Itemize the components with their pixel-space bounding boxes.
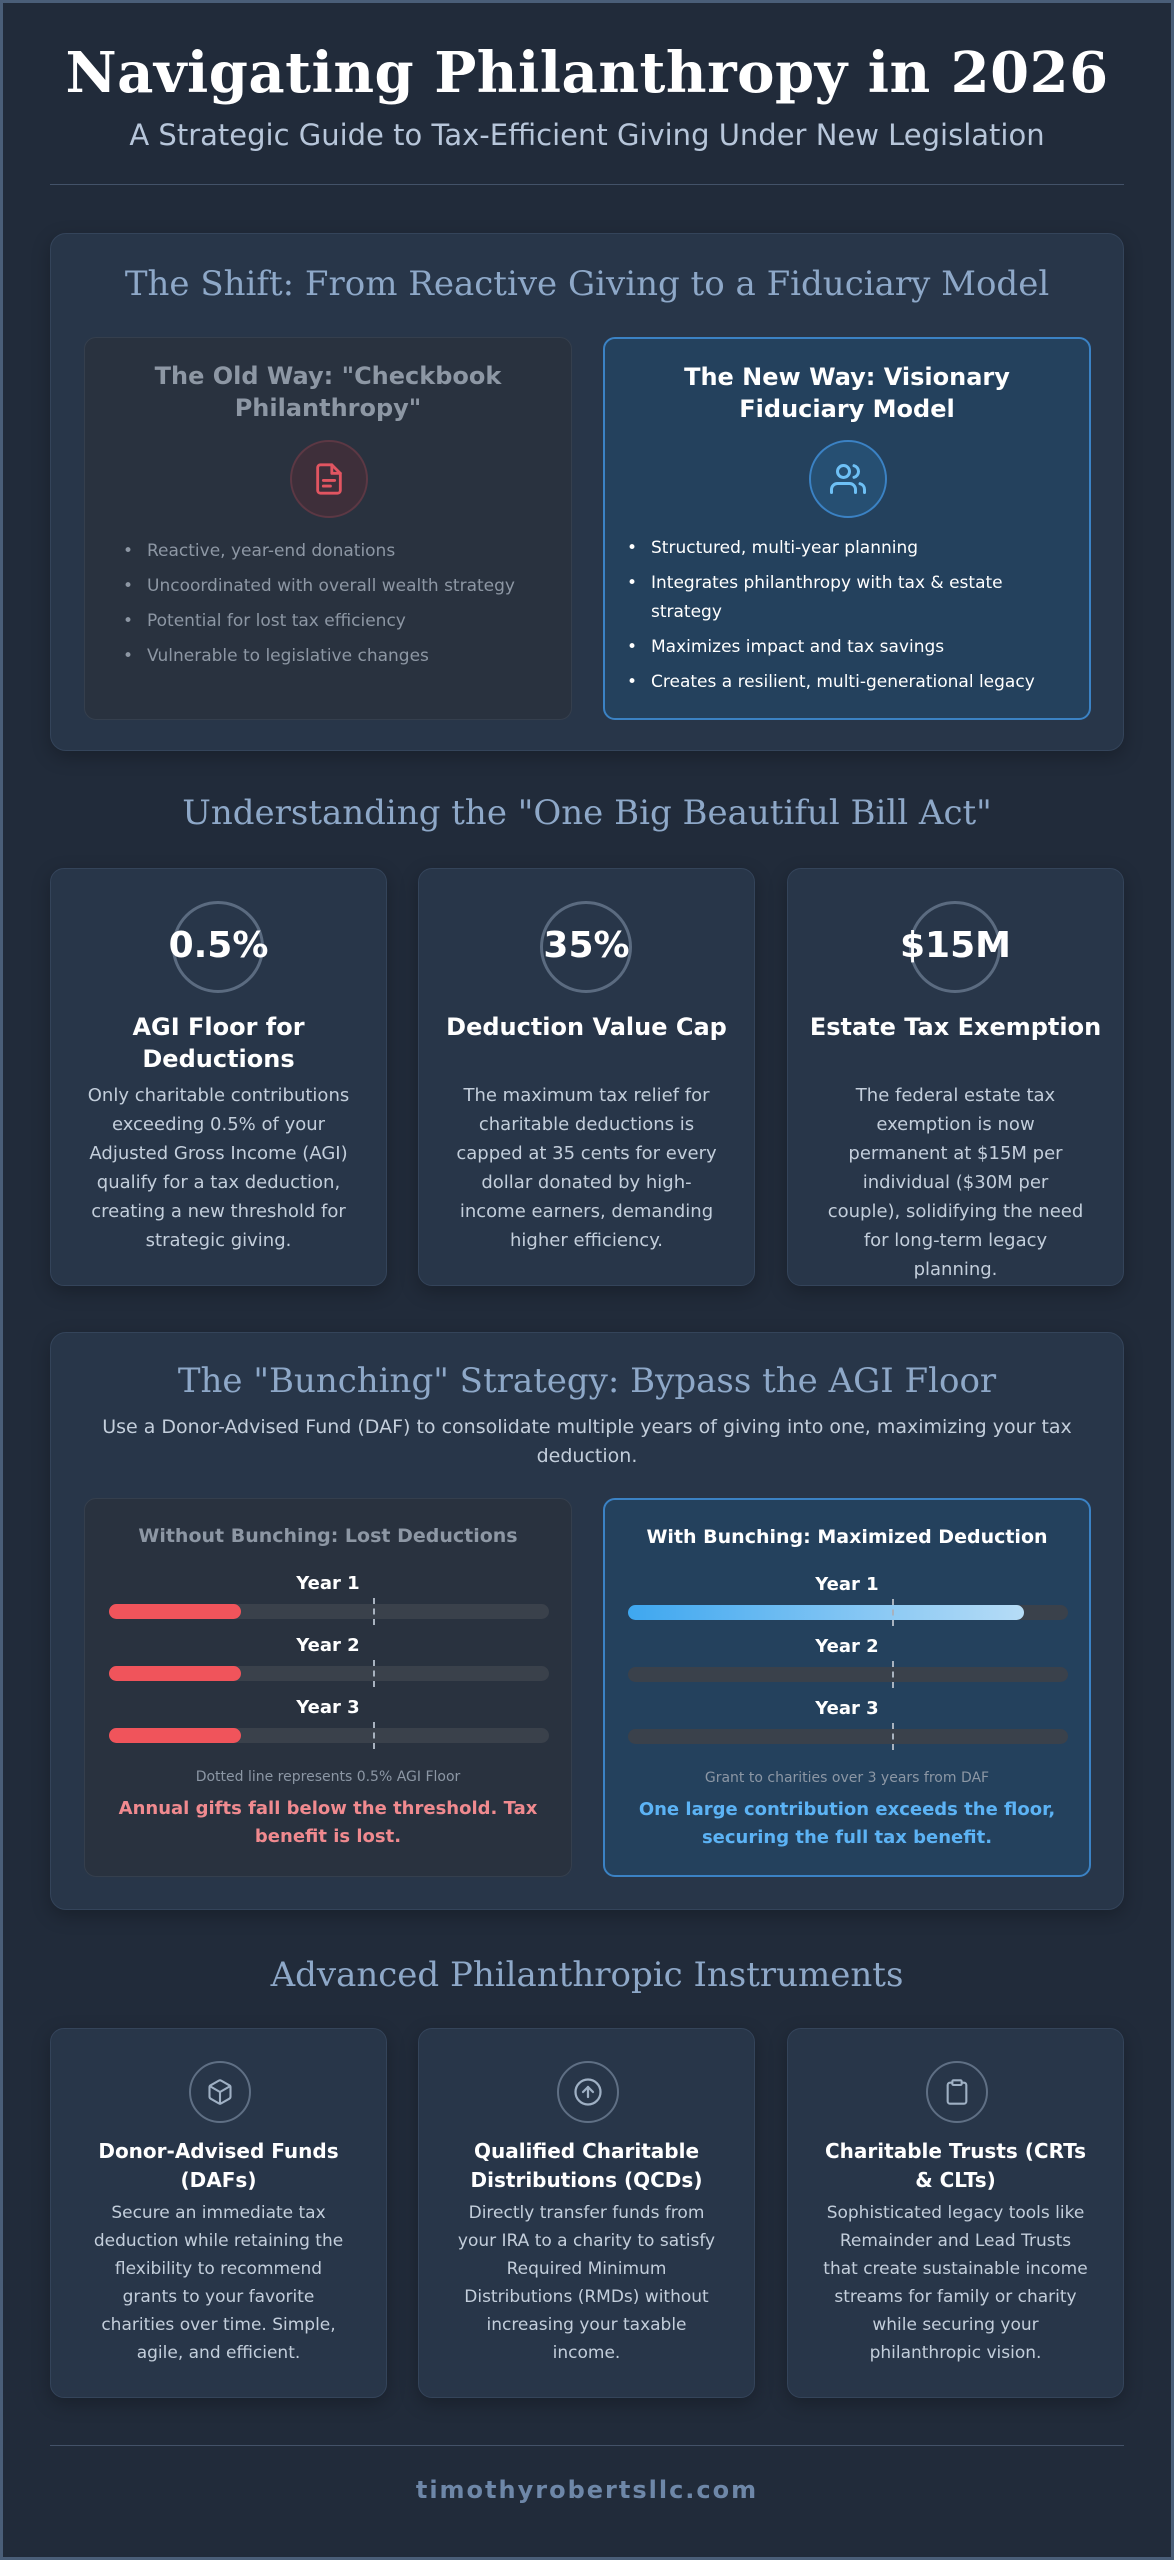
without-bunching-heading: Without Bunching: Lost Deductions	[138, 1525, 518, 1547]
year-label: Year 1	[296, 1573, 360, 1594]
arrow-up-circle-icon	[557, 2061, 619, 2123]
instrument-heading: Charitable Trusts (CRTs & CLTs)	[825, 2139, 1086, 2192]
stat-value: 0.5%	[168, 925, 269, 966]
list-item: Uncoordinated with overall wealth strate…	[123, 569, 551, 604]
bunching-subtitle: Use a Donor-Advised Fund (DAF) to consol…	[102, 1416, 1072, 1467]
instrument-description: Secure an immediate tax deduction while …	[93, 2203, 344, 2363]
with-bunching-card: With Bunching: Maximized Deduction Year …	[603, 1498, 1091, 1877]
list-item: Vulnerable to legislative changes	[123, 639, 551, 674]
users-icon	[809, 440, 887, 518]
page-header: Navigating Philanthropy in 2026 A Strate…	[0, 40, 1174, 152]
instrument-description: Sophisticated legacy tools like Remainde…	[823, 2203, 1088, 2363]
without-bunching-card: Without Bunching: Lost Deductions Year 1…	[84, 1498, 572, 1877]
instrument-heading: Donor-Advised Funds (DAFs)	[98, 2139, 339, 2192]
stat-description: The federal estate tax exemption is now …	[827, 1085, 1084, 1280]
instrument-heading: Qualified Charitable Distributions (QCDs…	[470, 2139, 703, 2192]
instrument-card-qcd: Qualified Charitable Distributions (QCDs…	[418, 2028, 755, 2398]
year-3-bar	[109, 1722, 549, 1749]
year-2-fill	[109, 1666, 241, 1681]
footer-divider	[50, 2445, 1124, 2446]
stat-ring	[909, 901, 1001, 993]
stat-heading: Deduction Value Cap	[446, 1013, 727, 1041]
list-item: Potential for lost tax efficiency	[123, 604, 551, 639]
instrument-description: Directly transfer funds from your IRA to…	[457, 2203, 716, 2363]
with-bunching-heading: With Bunching: Maximized Deduction	[646, 1526, 1048, 1548]
year-3-bar	[628, 1723, 1068, 1750]
year-label: Year 3	[296, 1697, 360, 1718]
instrument-card-trusts: Charitable Trusts (CRTs & CLTs) Sophisti…	[787, 2028, 1124, 2398]
stat-description: The maximum tax relief for charitable de…	[456, 1085, 717, 1251]
footer-link[interactable]: timothyrobertsllc.com	[415, 2476, 759, 2504]
stat-card-estate-exemption: $15M Estate Tax Exemption The federal es…	[787, 868, 1124, 1286]
agi-floor-marker	[892, 1723, 894, 1750]
list-item: Creates a resilient, multi-generational …	[627, 668, 1061, 697]
year-1-bar	[109, 1598, 549, 1625]
stat-ring	[172, 901, 264, 993]
year-2-bar	[628, 1661, 1068, 1688]
shift-panel: The Shift: From Reactive Giving to a Fid…	[50, 233, 1124, 751]
agi-floor-marker	[892, 1661, 894, 1688]
new-way-list: Structured, multi-year planning Integrat…	[627, 534, 1061, 697]
stat-value: $15M	[900, 925, 1011, 966]
agi-floor-marker	[373, 1660, 375, 1687]
old-way-list: Reactive, year-end donations Uncoordinat…	[123, 534, 551, 674]
year-label: Year 3	[815, 1698, 879, 1719]
instruments-title: Advanced Philanthropic Instruments	[270, 1955, 904, 1995]
list-item: Maximizes impact and tax savings	[627, 633, 1061, 662]
stat-value: 35%	[543, 925, 630, 966]
stat-ring	[540, 901, 632, 993]
stat-card-deduction-cap: 35% Deduction Value Cap The maximum tax …	[418, 868, 755, 1286]
agi-floor-marker	[373, 1722, 375, 1749]
without-bunching-conclusion: Annual gifts fall below the threshold. T…	[118, 1798, 538, 1847]
new-way-card: The New Way: Visionary Fiduciary Model S…	[603, 337, 1091, 720]
old-way-heading: The Old Way: "Checkbook Philanthropy"	[154, 362, 502, 422]
document-icon	[290, 440, 368, 518]
list-item: Structured, multi-year planning	[627, 534, 1061, 563]
agi-floor-marker	[892, 1599, 894, 1626]
page-title: Navigating Philanthropy in 2026	[65, 40, 1109, 106]
instrument-card-daf: Donor-Advised Funds (DAFs) Secure an imm…	[50, 2028, 387, 2398]
old-way-card: The Old Way: "Checkbook Philanthropy" Re…	[84, 337, 572, 720]
year-2-bar	[109, 1660, 549, 1687]
year-3-fill	[109, 1728, 241, 1743]
list-item: Reactive, year-end donations	[123, 534, 551, 569]
year-1-fill	[109, 1604, 241, 1619]
year-1-fill	[628, 1605, 1024, 1620]
shift-title: The Shift: From Reactive Giving to a Fid…	[124, 264, 1050, 304]
stat-description: Only charitable contributions exceeding …	[87, 1085, 350, 1251]
bunching-note: Dotted line represents 0.5% AGI Floor	[195, 1769, 461, 1785]
agi-floor-marker	[373, 1598, 375, 1625]
new-way-heading: The New Way: Visionary Fiduciary Model	[684, 363, 1010, 423]
stat-heading: AGI Floor for Deductions	[132, 1013, 305, 1073]
list-item: Integrates philanthropy with tax & estat…	[627, 569, 1061, 627]
year-label: Year 2	[296, 1635, 360, 1656]
act-title: Understanding the "One Big Beautiful Bil…	[182, 793, 992, 833]
with-bunching-conclusion: One large contribution exceeds the floor…	[638, 1799, 1056, 1848]
stat-heading: Estate Tax Exemption	[809, 1013, 1102, 1041]
bunching-title: The "Bunching" Strategy: Bypass the AGI …	[177, 1361, 997, 1401]
clipboard-icon	[926, 2061, 988, 2123]
bunching-panel: The "Bunching" Strategy: Bypass the AGI …	[50, 1332, 1124, 1910]
year-label: Year 1	[815, 1574, 879, 1595]
cube-icon	[189, 2061, 251, 2123]
year-1-bar	[628, 1599, 1068, 1626]
year-label: Year 2	[815, 1636, 879, 1657]
bunching-note: Grant to charities over 3 years from DAF	[704, 1770, 990, 1786]
stat-card-agi-floor: 0.5% AGI Floor for Deductions Only chari…	[50, 868, 387, 1286]
header-divider	[50, 184, 1124, 185]
page-subtitle: A Strategic Guide to Tax-Efficient Givin…	[129, 118, 1045, 152]
